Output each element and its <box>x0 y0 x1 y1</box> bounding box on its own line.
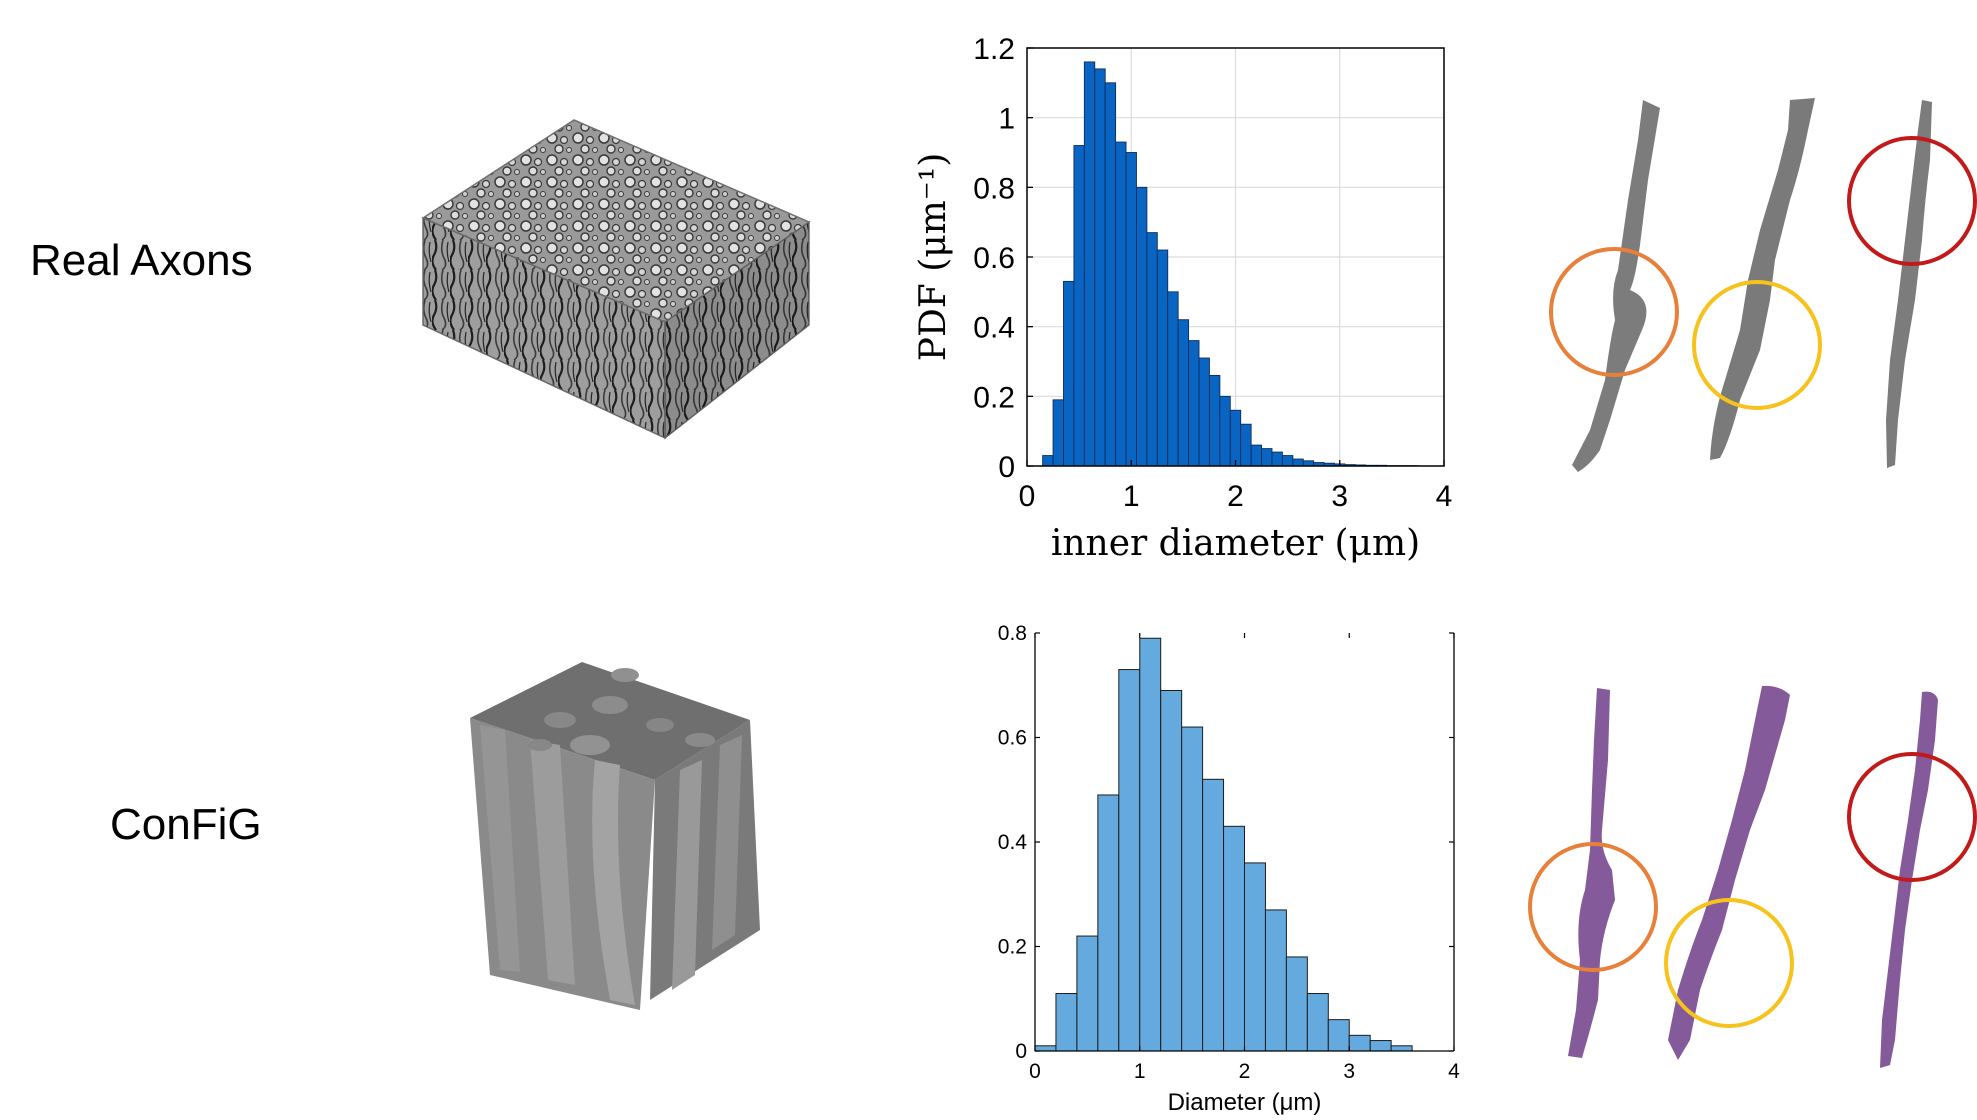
config-orange-circle <box>1528 842 1658 972</box>
c1-y-tick-label: 0.2 <box>973 381 1015 414</box>
c2-x-tick-label: 0 <box>1029 1060 1041 1083</box>
c2-bar <box>1034 1045 1057 1052</box>
c1-bar <box>1240 423 1252 467</box>
c1-bar <box>1125 152 1137 467</box>
real-orange-circle <box>1549 247 1679 377</box>
em-tissue-block <box>421 119 811 440</box>
c1-bar <box>1208 374 1221 467</box>
c2-x-tick-label: 4 <box>1448 1060 1460 1083</box>
c1-y-tick-label: 0.8 <box>973 172 1015 205</box>
c1-bar <box>1156 249 1169 467</box>
c1-bar <box>1042 455 1054 467</box>
c2-bar <box>1369 1040 1392 1052</box>
c1-y-tick-label: 0.4 <box>973 312 1015 345</box>
c2-bar <box>1076 935 1099 1052</box>
c2-bar <box>1348 1034 1371 1052</box>
config-axon-segments <box>1568 685 1938 1068</box>
c2-bar <box>1139 637 1162 1052</box>
c2-bar <box>1055 993 1078 1052</box>
c2-y-tick-label: 0 <box>1015 1040 1027 1063</box>
c1-bar <box>1198 357 1210 467</box>
c2-ticks: 0 1 2 3 4 0 0.2 0.4 0.6 0.8 <box>998 622 1460 1083</box>
c2-x-axis-label: Diameter (μm) <box>1168 1089 1322 1116</box>
c1-x-axis-label: inner diameter (μm) <box>1051 523 1420 564</box>
c2-x-tick-label: 3 <box>1343 1060 1355 1083</box>
c1-bar <box>1188 340 1200 467</box>
c2-bar <box>1223 825 1246 1052</box>
c1-x-tick-label: 4 <box>1436 480 1453 513</box>
c1-y-tick-label: 0.6 <box>973 242 1015 275</box>
config-yellow-circle <box>1664 898 1794 1028</box>
c1-bar <box>1104 82 1117 467</box>
c1-bar <box>1292 458 1304 467</box>
c1-bars <box>1042 61 1419 467</box>
c1-y-tick-label: 0 <box>998 451 1015 484</box>
c1-bar <box>1146 232 1158 467</box>
c1-bar <box>1073 145 1085 467</box>
c2-y-tick-label: 0.8 <box>998 622 1027 645</box>
c1-y-tick-label: 1 <box>998 103 1015 136</box>
c2-bar <box>1306 993 1329 1052</box>
c2-y-tick-label: 0.4 <box>998 831 1028 854</box>
c2-bar <box>1390 1045 1413 1052</box>
c1-y-tick-label: 1.2 <box>973 33 1015 66</box>
c2-bar <box>1118 669 1141 1052</box>
c1-bar <box>1302 460 1315 467</box>
config-axon-1 <box>1568 688 1615 1058</box>
c1-bar <box>1229 409 1242 467</box>
c1-x-tick-label: 1 <box>1123 480 1140 513</box>
row-label-config: ConFiG <box>110 800 262 849</box>
real-axon-segments <box>1572 98 1932 472</box>
config-fibre-block <box>470 662 760 1010</box>
c2-bar <box>1202 778 1225 1052</box>
annotation-circles <box>1528 136 1977 1028</box>
c1-bar <box>1281 455 1294 467</box>
c1-bar <box>1167 291 1179 467</box>
real-axon-2 <box>1710 98 1815 460</box>
c2-x-tick-label: 2 <box>1239 1060 1251 1083</box>
c2-bar <box>1244 862 1266 1052</box>
row-label-real-axons: Real Axons <box>30 236 253 285</box>
c1-bar <box>1271 451 1283 467</box>
c2-y-tick-label: 0.2 <box>998 936 1027 959</box>
c1-x-tick-label: 0 <box>1019 480 1036 513</box>
c2-bar <box>1327 1019 1350 1052</box>
c1-bar <box>1177 319 1190 467</box>
chart-config-diameter: 0 1 2 3 4 0 0.2 0.4 0.6 0.8 Diameter (μm) <box>998 622 1460 1116</box>
c1-bar <box>1115 141 1127 467</box>
c1-bar <box>1063 280 1075 467</box>
real-axon-3 <box>1886 100 1932 468</box>
c1-y-axis-label: PDF (μm⁻¹) <box>913 153 954 362</box>
c1-x-tick-label: 3 <box>1331 480 1348 513</box>
real-axon-1 <box>1572 100 1660 472</box>
real-yellow-circle <box>1692 280 1822 410</box>
c2-bar <box>1160 689 1183 1052</box>
c1-bar <box>1250 444 1263 467</box>
config-red-circle <box>1847 752 1977 882</box>
chart-real-inner-diameter: 0 1 2 3 4 0 0.2 0.4 0.6 0.8 1 1.2 inner diameter (μ… <box>913 33 1452 564</box>
c1-bar <box>1094 68 1106 467</box>
c1-bar <box>1083 61 1096 467</box>
c2-y-tick-label: 0.6 <box>998 727 1027 750</box>
c1-bar <box>1136 186 1148 467</box>
c2-bar <box>1097 794 1120 1052</box>
c1-bar <box>1219 395 1231 467</box>
c2-bar <box>1264 909 1287 1052</box>
c2-bars <box>1034 637 1413 1052</box>
c2-x-tick-label: 1 <box>1134 1060 1146 1083</box>
c2-bar <box>1285 956 1308 1052</box>
c1-bar <box>1052 399 1064 467</box>
config-axon-2 <box>1668 685 1790 1060</box>
c1-bar <box>1261 448 1273 467</box>
real-red-circle <box>1847 136 1977 266</box>
c1-ticks: 0 1 2 3 4 0 0.2 0.4 0.6 0.8 1 1.2 <box>973 33 1452 513</box>
c1-x-tick-label: 2 <box>1227 480 1244 513</box>
c2-bar <box>1181 726 1204 1052</box>
